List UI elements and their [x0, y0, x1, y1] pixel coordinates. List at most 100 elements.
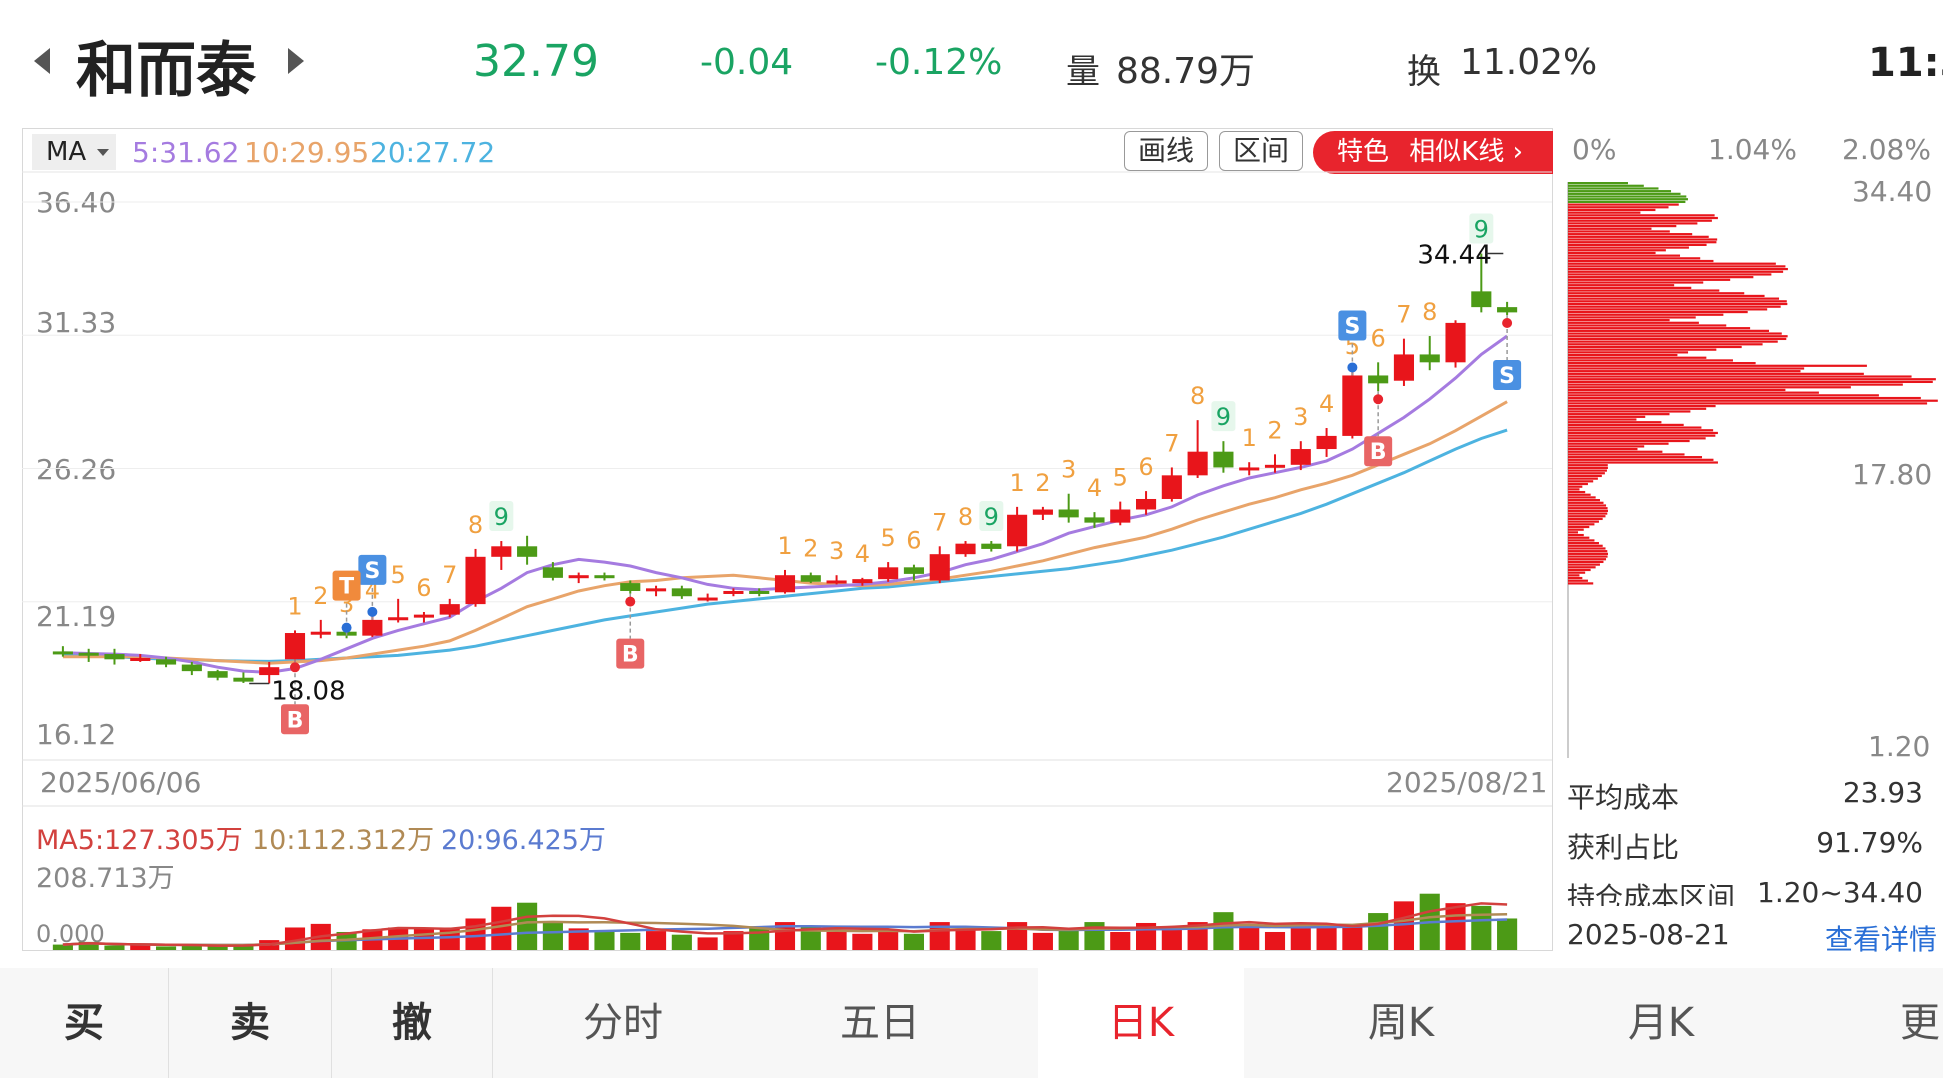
volume-bar — [1213, 912, 1234, 950]
chip-bar — [1568, 238, 1718, 241]
candle-body — [362, 619, 383, 636]
candle-body — [388, 617, 409, 621]
chip-bar — [1568, 294, 1765, 298]
chip-bar — [1568, 472, 1605, 475]
avg-cost-value: 23.93 — [1842, 776, 1923, 809]
chip-bar — [1568, 286, 1692, 289]
next-stock-icon[interactable] — [288, 48, 304, 74]
candle-body — [929, 554, 950, 581]
candle-body — [1290, 449, 1311, 465]
seq-label: 8 — [1422, 298, 1437, 326]
low-price-label: 18.08 — [271, 676, 345, 706]
date-start: 2025/06/06 — [40, 766, 202, 799]
tab-weekly-k[interactable]: 周K — [1367, 1000, 1435, 1046]
tab-monthly-k[interactable]: 月K — [1627, 1000, 1695, 1046]
chip-bar — [1568, 461, 1718, 464]
chip-bar — [1568, 208, 1656, 212]
view-detail-link[interactable]: 查看详情 — [1824, 923, 1937, 956]
chip-bar — [1568, 224, 1677, 228]
chip-bar — [1568, 539, 1595, 542]
chip-bar — [1568, 386, 1851, 389]
chip-bar — [1568, 396, 1921, 400]
volume-bar — [878, 931, 899, 950]
chip-bar — [1568, 499, 1600, 502]
volume-bar — [1316, 923, 1337, 950]
chip-bar — [1568, 509, 1608, 512]
chip-pct-0: 0% — [1572, 133, 1617, 166]
volume-bar — [697, 937, 718, 950]
tab-more[interactable]: 更 — [1900, 1000, 1940, 1046]
volume-label: 量 — [1066, 52, 1100, 92]
candle-body — [852, 579, 873, 584]
volume-bar — [594, 931, 615, 950]
chip-bar — [1568, 370, 1801, 373]
chip-bar — [1568, 536, 1590, 539]
chip-price-low: 1.20 — [1868, 730, 1931, 763]
vol-ma20: 20:96.425万 — [441, 825, 606, 856]
chip-bar — [1568, 359, 1733, 362]
ma-selector-label: MA — [46, 137, 87, 167]
chip-bar — [1568, 337, 1787, 341]
chip-bar — [1568, 542, 1599, 545]
candle-body — [1032, 509, 1053, 515]
seq-label: 5 — [1113, 464, 1128, 492]
candle-body — [981, 543, 1002, 549]
stock-header: 和而泰 32.79 -0.04 -0.12% 量 88.79万 换 11.02%… — [0, 0, 1943, 125]
tab-intraday[interactable]: 分时 — [583, 1000, 663, 1046]
buy-button[interactable]: 买 — [64, 1000, 104, 1046]
candle-body — [52, 651, 73, 655]
turnover-label: 换 — [1407, 52, 1441, 92]
marker-dot — [625, 596, 636, 607]
chip-bar — [1568, 523, 1595, 526]
avg-cost-label: 平均成本 — [1567, 781, 1680, 814]
cost-range-label: 持仓成本区间 — [1567, 881, 1736, 906]
chip-bar — [1568, 445, 1645, 448]
chip-bar — [1568, 555, 1608, 558]
sell-button[interactable]: 卖 — [230, 1000, 270, 1046]
range-button[interactable]: 区间 — [1219, 131, 1303, 171]
tab-five-day[interactable]: 五日 — [840, 1000, 920, 1046]
seq-label: 7 — [1396, 301, 1411, 329]
price-change-pct: -0.12% — [875, 42, 1003, 83]
similar-kline-button[interactable]: 特色 相似K线 › — [1313, 131, 1553, 174]
profit-ratio-value: 91.79% — [1816, 826, 1923, 859]
candle-body — [878, 567, 899, 580]
chip-bar — [1568, 474, 1602, 478]
volume-bar — [671, 934, 692, 950]
ma-selector[interactable]: MA — [32, 134, 116, 170]
volume-bar — [723, 931, 744, 950]
chip-bar — [1568, 434, 1716, 437]
candle-body — [284, 633, 306, 660]
chip-bar — [1568, 458, 1714, 461]
chip-bar — [1568, 525, 1590, 529]
seq-label: 3 — [1293, 403, 1308, 431]
chip-bar — [1568, 227, 1652, 230]
ma5-value: 5:31.62 — [132, 136, 240, 169]
chip-bar — [1568, 579, 1588, 582]
chip-bar — [1568, 321, 1699, 324]
candle-body — [517, 546, 538, 557]
seq-label: 7 — [932, 508, 947, 536]
seq-label: 9 — [494, 503, 509, 531]
volume-bar — [1497, 918, 1518, 950]
vol-ma5: MA5:127.305万 — [36, 825, 243, 856]
volume-bar — [491, 906, 512, 950]
tab-daily-k[interactable]: 日K — [1038, 968, 1244, 1078]
chip-bar — [1568, 327, 1751, 330]
seq-label: 7 — [1164, 429, 1179, 457]
cancel-order-button[interactable]: 撤 — [392, 1000, 432, 1046]
chip-bar — [1568, 378, 1936, 381]
chip-bar — [1568, 480, 1594, 483]
volume-bar — [852, 933, 873, 950]
candle-body — [1471, 291, 1492, 308]
chip-bar — [1568, 477, 1598, 480]
chip-bar — [1568, 515, 1606, 518]
prev-stock-icon[interactable] — [34, 48, 50, 74]
chip-bar — [1568, 394, 1879, 397]
chip-bar — [1568, 415, 1646, 418]
draw-line-button[interactable]: 画线 — [1124, 131, 1208, 171]
volume-bar — [903, 933, 925, 950]
chip-bar — [1568, 517, 1603, 521]
seq-label-bg — [489, 501, 514, 532]
